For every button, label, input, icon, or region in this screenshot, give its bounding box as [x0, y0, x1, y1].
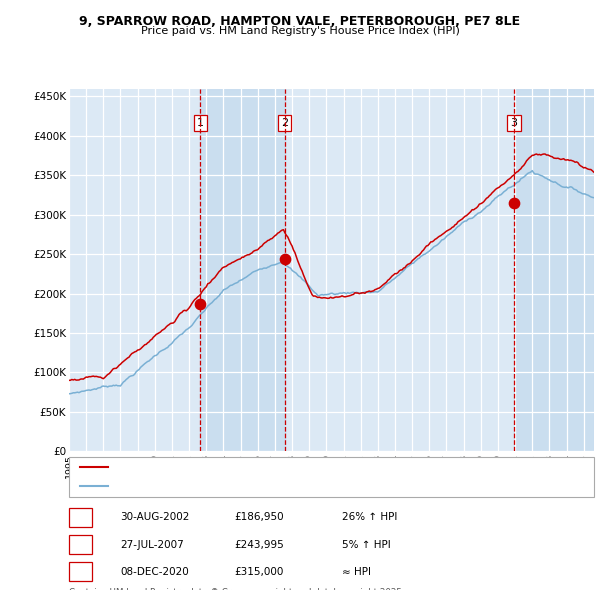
Text: 9, SPARROW ROAD, HAMPTON VALE, PETERBOROUGH, PE7 8LE: 9, SPARROW ROAD, HAMPTON VALE, PETERBORO… — [79, 15, 521, 28]
Point — [509, 198, 519, 208]
Text: 5% ↑ HPI: 5% ↑ HPI — [342, 540, 391, 549]
Text: £315,000: £315,000 — [234, 567, 283, 576]
Text: £186,950: £186,950 — [234, 513, 284, 522]
Point — [280, 254, 290, 264]
Text: £243,995: £243,995 — [234, 540, 284, 549]
Text: 2: 2 — [77, 540, 84, 549]
Text: Contains HM Land Registry data © Crown copyright and database right 2025.
This d: Contains HM Land Registry data © Crown c… — [69, 588, 404, 590]
Text: HPI: Average price, detached house, City of Peterborough: HPI: Average price, detached house, City… — [113, 481, 386, 490]
Text: 26% ↑ HPI: 26% ↑ HPI — [342, 513, 397, 522]
Bar — [200, 88, 285, 451]
Text: 08-DEC-2020: 08-DEC-2020 — [120, 567, 189, 576]
Text: 3: 3 — [77, 567, 84, 576]
Bar — [514, 88, 594, 451]
Text: ≈ HPI: ≈ HPI — [342, 567, 371, 576]
Text: 1: 1 — [77, 513, 84, 522]
Text: 30-AUG-2002: 30-AUG-2002 — [120, 513, 190, 522]
Point — [196, 299, 205, 309]
Text: 3: 3 — [511, 118, 517, 128]
Text: 2: 2 — [281, 118, 288, 128]
Text: 9, SPARROW ROAD, HAMPTON VALE, PETERBOROUGH, PE7 8LE (detached house): 9, SPARROW ROAD, HAMPTON VALE, PETERBORO… — [113, 463, 499, 472]
Text: 1: 1 — [197, 118, 204, 128]
Text: Price paid vs. HM Land Registry's House Price Index (HPI): Price paid vs. HM Land Registry's House … — [140, 26, 460, 36]
Text: 27-JUL-2007: 27-JUL-2007 — [120, 540, 184, 549]
